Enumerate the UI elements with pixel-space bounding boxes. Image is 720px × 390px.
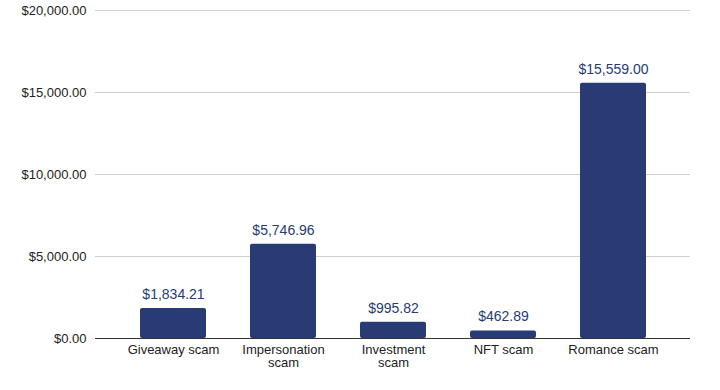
svg-text:$5,000.00: $5,000.00 — [29, 249, 87, 264]
svg-text:Giveaway scam: Giveaway scam — [128, 342, 220, 357]
svg-text:$1,834.21: $1,834.21 — [142, 286, 204, 302]
svg-text:$5,746.96: $5,746.96 — [252, 222, 314, 238]
svg-text:Impersonationscam: Impersonationscam — [242, 342, 324, 370]
svg-text:$15,000.00: $15,000.00 — [21, 85, 86, 100]
svg-text:Romance scam: Romance scam — [568, 342, 658, 357]
svg-text:NFT scam: NFT scam — [474, 342, 534, 357]
svg-text:Investmentscam: Investmentscam — [362, 342, 426, 370]
svg-text:$462.89: $462.89 — [478, 308, 529, 324]
svg-text:$15,559.00: $15,559.00 — [578, 61, 648, 77]
svg-text:$20,000.00: $20,000.00 — [21, 3, 86, 18]
svg-text:$0.00: $0.00 — [54, 331, 87, 346]
svg-text:$10,000.00: $10,000.00 — [21, 167, 86, 182]
svg-text:$995.82: $995.82 — [368, 300, 419, 316]
